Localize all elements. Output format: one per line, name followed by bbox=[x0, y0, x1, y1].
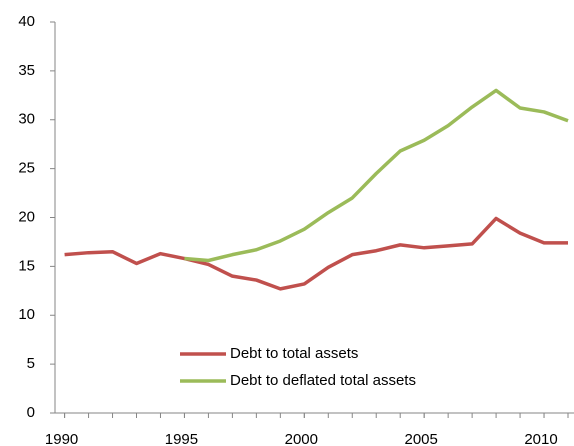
series-line bbox=[184, 88, 569, 263]
y-tick-label: 10 bbox=[18, 306, 35, 323]
y-tick-label: 40 bbox=[18, 13, 35, 30]
x-tick-label: 2010 bbox=[524, 431, 557, 446]
y-tick-label: 5 bbox=[27, 355, 35, 372]
y-tick-label: 15 bbox=[18, 257, 35, 274]
y-tick-label: 25 bbox=[18, 160, 35, 177]
y-tick-label: 35 bbox=[18, 62, 35, 79]
legend-label: Debt to deflated total assets bbox=[230, 372, 416, 389]
x-tick-label: 2005 bbox=[404, 431, 437, 446]
x-tick-label: 1990 bbox=[45, 431, 78, 446]
y-tick-label: 0 bbox=[27, 404, 35, 421]
legend-label: Debt to total assets bbox=[230, 345, 358, 362]
series-line bbox=[64, 216, 569, 291]
y-tick-label: 20 bbox=[18, 208, 35, 225]
y-tick-label: 30 bbox=[18, 111, 35, 128]
x-tick-label: 1995 bbox=[165, 431, 198, 446]
x-tick-label: 2000 bbox=[285, 431, 318, 446]
